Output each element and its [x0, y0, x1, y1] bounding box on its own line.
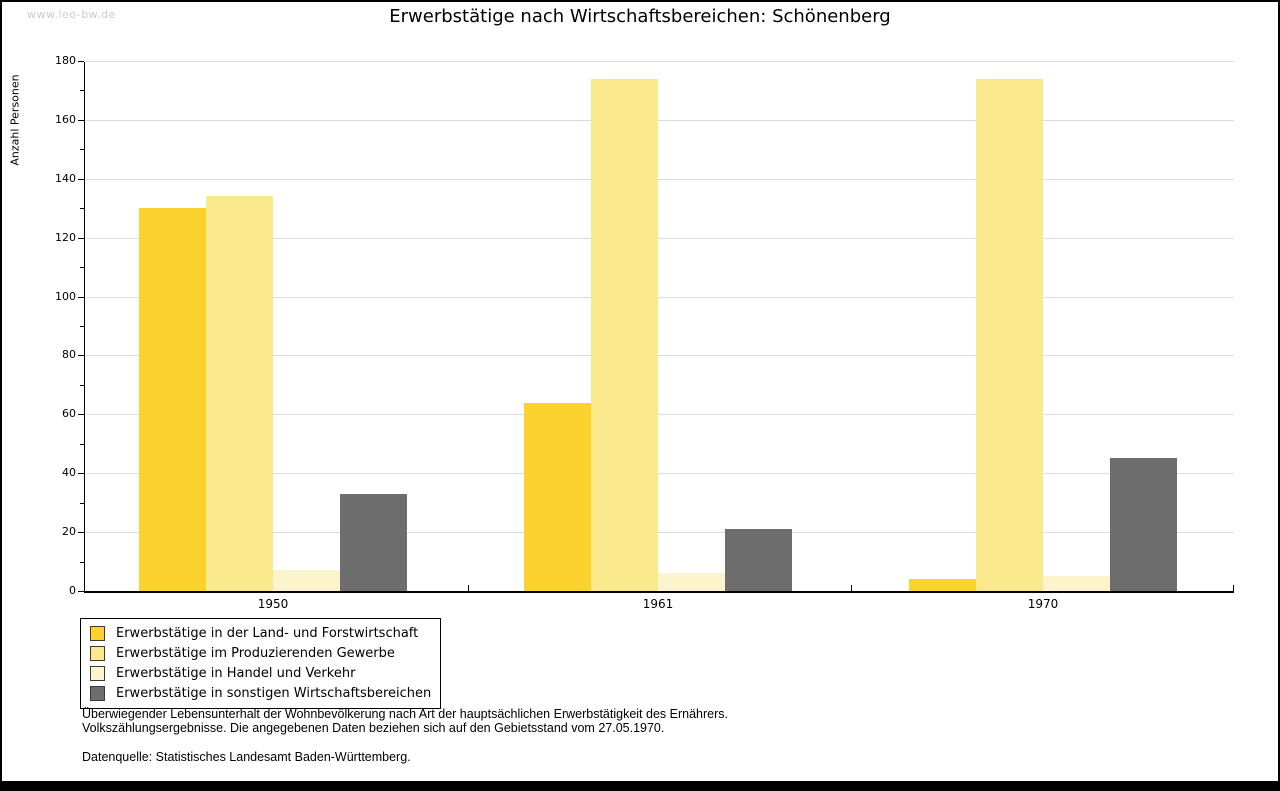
x-tick-3	[1233, 585, 1234, 591]
bottom-border-bar	[2, 781, 1278, 789]
legend-label-3: Erwerbstätige in Handel und Verkehr	[116, 665, 356, 681]
x-category-label-1970: 1970	[1027, 597, 1059, 611]
x-category-label-1950: 1950	[257, 597, 289, 611]
legend-swatch-2	[90, 645, 105, 661]
chart-title: Erwerbstätige nach Wirtschaftsbereichen:…	[389, 6, 891, 27]
footer-source: Datenquelle: Statistisches Landesamt Bad…	[82, 750, 411, 764]
gridline-160	[85, 120, 1234, 121]
footer-note-line2: Volkszählungsergebnisse. Die angegebenen…	[82, 720, 665, 735]
x-category-labels: 1950 1961 1970	[85, 597, 1234, 615]
y-tick-140	[78, 179, 84, 180]
watermark: www.leo-bw.de	[27, 8, 116, 21]
legend-row-2: Erwerbstätige im Produzierenden Gewerbe	[90, 643, 431, 663]
footer-note-line1: Überwiegender Lebensunterhalt der Wohnbe…	[82, 707, 728, 721]
gridline-120	[85, 238, 1234, 239]
legend-row-3: Erwerbstätige in Handel und Verkehr	[90, 663, 431, 683]
y-tick-120	[78, 238, 84, 239]
bar-1970-series4	[1110, 458, 1177, 591]
y-tick-150	[80, 149, 84, 150]
x-category-label-1961: 1961	[642, 597, 674, 611]
x-tick-1	[468, 585, 469, 591]
y-tick-170	[80, 90, 84, 91]
y-tick-180	[78, 61, 84, 62]
y-tick-50	[80, 444, 84, 445]
gridline-20	[85, 532, 1234, 533]
legend-swatch-4	[90, 685, 105, 701]
legend-label-2: Erwerbstätige im Produzierenden Gewerbe	[116, 645, 395, 661]
legend-row-1: Erwerbstätige in der Land- und Forstwirt…	[90, 623, 431, 643]
plot-area	[78, 61, 1234, 593]
footer-note: Überwiegender Lebensunterhalt der Wohnbe…	[82, 707, 728, 735]
bar-1970-series2	[976, 79, 1043, 591]
y-tick-90	[80, 326, 84, 327]
y-tick-label-140: 140	[55, 172, 76, 185]
y-tick-label-40: 40	[62, 466, 76, 479]
gridline-60	[85, 414, 1234, 415]
legend: Erwerbstätige in der Land- und Forstwirt…	[80, 618, 442, 709]
bar-1950-series4	[340, 494, 407, 591]
gridline-180	[85, 61, 1234, 62]
y-tick-labels: 0 20 40 60 80 100 120 140 160 180	[2, 54, 76, 597]
y-tick-100	[78, 297, 84, 298]
bar-1961-series4	[725, 529, 792, 591]
legend-swatch-1	[90, 625, 105, 641]
legend-swatch-3	[90, 665, 105, 681]
bar-1961-series3	[658, 573, 725, 591]
y-tick-20	[78, 532, 84, 533]
y-tick-label-100: 100	[55, 290, 76, 303]
y-tick-40	[78, 473, 84, 474]
gridline-40	[85, 473, 1234, 474]
y-tick-label-0: 0	[69, 584, 76, 597]
y-tick-label-180: 180	[55, 54, 76, 67]
x-tick-2	[851, 585, 852, 591]
bar-1961-series2	[591, 79, 658, 591]
y-tick-110	[80, 267, 84, 268]
gridline-100	[85, 297, 1234, 298]
y-tick-label-120: 120	[55, 231, 76, 244]
y-tick-label-20: 20	[62, 525, 76, 538]
bar-1961-series1	[524, 403, 591, 591]
bar-1970-series1	[909, 579, 976, 591]
legend-label-1: Erwerbstätige in der Land- und Forstwirt…	[116, 625, 419, 641]
bar-1950-series1	[139, 208, 206, 591]
y-tick-10	[80, 562, 84, 563]
y-tick-80	[78, 355, 84, 356]
y-tick-70	[80, 385, 84, 386]
y-tick-30	[80, 503, 84, 504]
y-tick-label-60: 60	[62, 407, 76, 420]
bar-1950-series3	[273, 570, 340, 591]
legend-label-4: Erwerbstätige in sonstigen Wirtschaftsbe…	[116, 685, 432, 701]
y-tick-60	[78, 414, 84, 415]
bar-1970-series3	[1043, 576, 1110, 591]
legend-row-4: Erwerbstätige in sonstigen Wirtschaftsbe…	[90, 683, 431, 703]
y-tick-160	[78, 120, 84, 121]
y-tick-label-160: 160	[55, 113, 76, 126]
bar-1950-series2	[206, 196, 273, 591]
y-tick-130	[80, 208, 84, 209]
y-tick-0	[78, 591, 84, 592]
gridline-80	[85, 355, 1234, 356]
y-tick-label-80: 80	[62, 348, 76, 361]
gridline-140	[85, 179, 1234, 180]
